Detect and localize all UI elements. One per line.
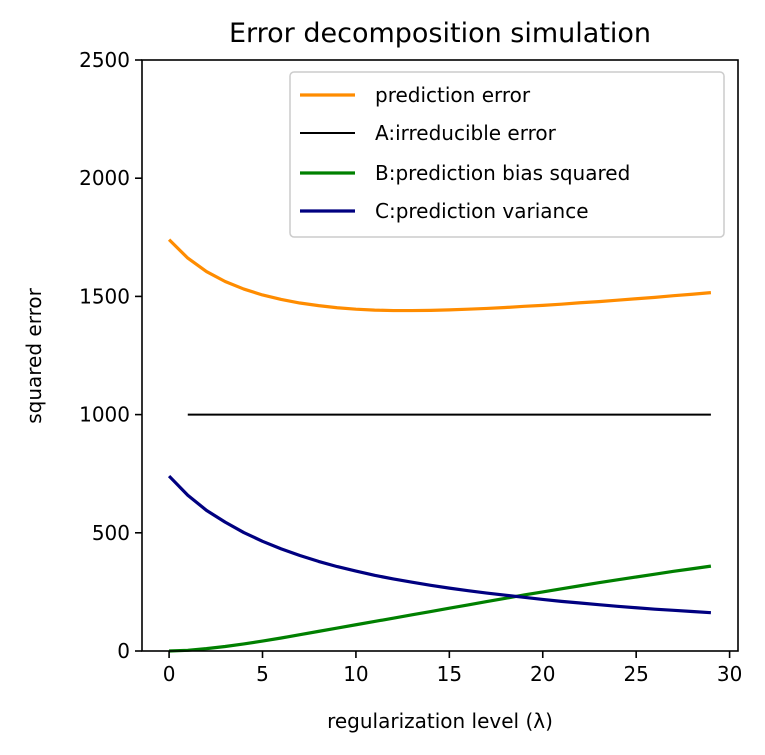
y-tick-label: 1000 [79, 403, 130, 427]
y-axis-title: squared error [22, 287, 46, 423]
legend: prediction error A:irreducible error B:p… [289, 71, 725, 238]
series-line-prediction-error [167, 238, 712, 313]
chart-title: Error decomposition simulation [229, 18, 651, 49]
legend-label-irreducible-error: A:irreducible error [375, 121, 557, 145]
x-tick-label: 25 [623, 662, 648, 686]
y-tick-label: 2000 [79, 166, 130, 190]
y-tick-label: 0 [117, 639, 130, 663]
legend-label-bias-squared: B:prediction bias squared [375, 161, 630, 185]
y-tick-label: 500 [92, 521, 130, 545]
ticks-layer: 0 5 10 15 20 25 30 0 500 1000 1500 2000 2500 [79, 48, 742, 686]
legend-label-prediction-error: prediction error [375, 83, 531, 107]
x-tick-label: 10 [343, 662, 368, 686]
x-tick-label: 30 [717, 662, 742, 686]
series-line-c-prediction-variance [167, 474, 712, 615]
legend-box [289, 71, 725, 238]
plot-frame [141, 59, 739, 652]
x-tick-label: 15 [437, 662, 462, 686]
y-tick-label: 2500 [79, 48, 130, 72]
x-tick-label: 0 [163, 662, 176, 686]
x-tick-label: 20 [530, 662, 555, 686]
series-layer [167, 238, 712, 653]
series-line-b-prediction-bias-squared [169, 564, 712, 653]
y-tick-label: 1500 [79, 284, 130, 308]
legend-label-prediction-variance: C:prediction variance [375, 199, 589, 223]
x-tick-label: 5 [256, 662, 269, 686]
x-axis-title: regularization level (λ) [327, 709, 553, 733]
